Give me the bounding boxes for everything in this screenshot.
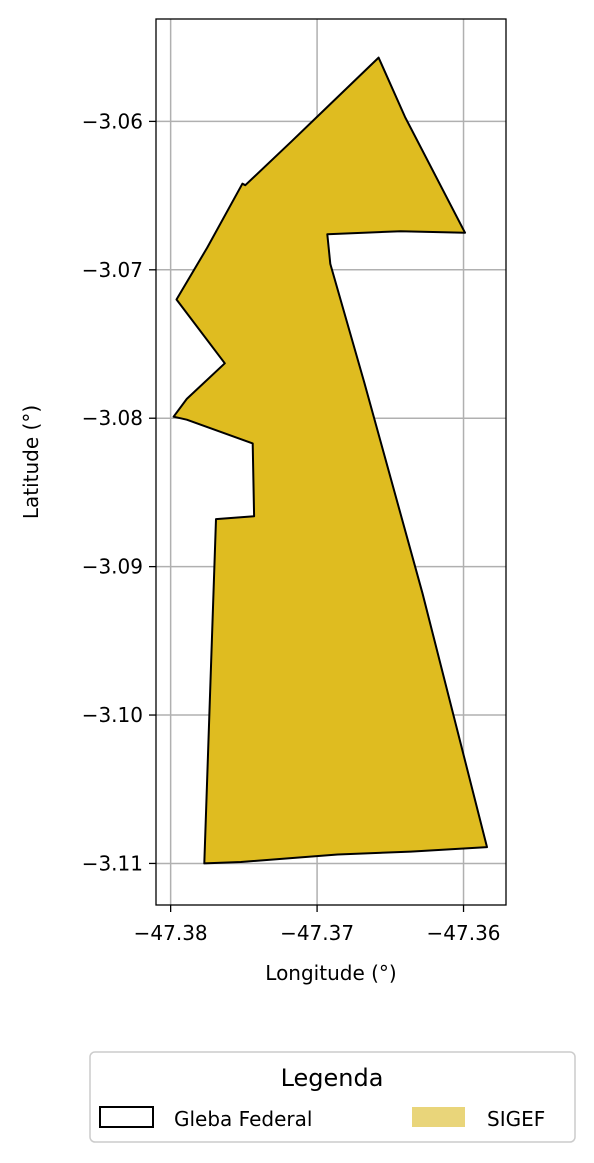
- legend-label-gleba-federal: Gleba Federal: [174, 1107, 312, 1131]
- legend-swatch-gleba-federal: [99, 1106, 154, 1128]
- y-tick-label-5: −3.11: [82, 851, 143, 875]
- sigef-parcel-polygon: [172, 56, 488, 865]
- map-shapes: [172, 56, 488, 865]
- axes-frame: [155, 18, 507, 906]
- x-axis-label: Longitude (°): [265, 961, 396, 985]
- legend: Legenda Gleba Federal SIGEF: [89, 1051, 576, 1143]
- legend-title: Legenda: [281, 1064, 384, 1092]
- y-tick-label-3: −3.09: [82, 555, 143, 579]
- x-tick-label-2: −47.36: [427, 921, 501, 945]
- legend-label-sigef: SIGEF: [487, 1107, 545, 1131]
- legend-swatch-sigef: [412, 1107, 465, 1127]
- x-tick-label-0: −47.38: [134, 921, 208, 945]
- y-tick-label-0: −3.06: [82, 109, 143, 133]
- y-tick-label-1: −3.07: [82, 258, 143, 282]
- y-axis-ticks: −3.06 −3.07 −3.08 −3.09 −3.10 −3.11: [82, 109, 156, 875]
- y-tick-label-2: −3.08: [82, 406, 143, 430]
- x-tick-label-1: −47.37: [280, 921, 354, 945]
- y-tick-label-4: −3.10: [82, 703, 143, 727]
- y-axis-label: Latitude (°): [19, 405, 43, 519]
- x-axis-ticks: −47.38 −47.37 −47.36: [134, 905, 501, 945]
